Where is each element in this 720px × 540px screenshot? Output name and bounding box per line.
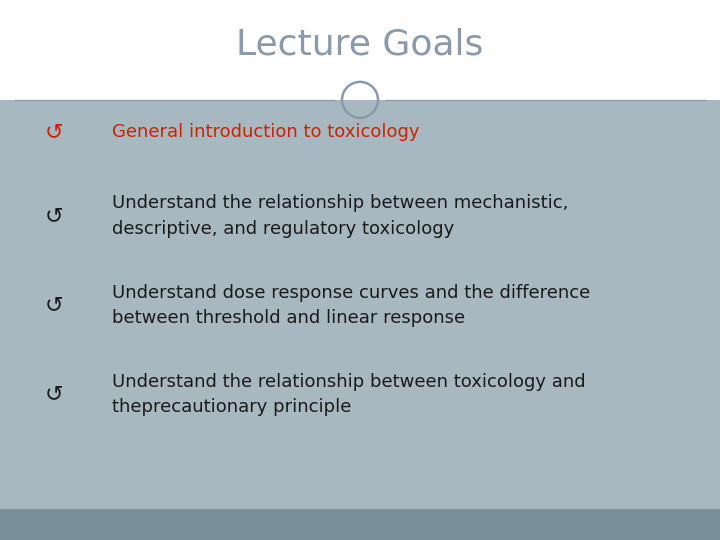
Bar [0,100,720,509]
Text: General introduction to toxicology: General introduction to toxicology [112,123,419,141]
Text: ↺: ↺ [45,206,63,226]
Text: Understand dose response curves and the difference
between threshold and linear : Understand dose response curves and the … [112,284,590,327]
Text: Understand the relationship between toxicology and
theprecautionary principle: Understand the relationship between toxi… [112,373,585,416]
Text: Lecture Goals: Lecture Goals [236,28,484,62]
Bar [0,509,720,540]
Text: ↺: ↺ [45,122,63,143]
Text: Understand the relationship between mechanistic,
descriptive, and regulatory tox: Understand the relationship between mech… [112,194,568,238]
Text: ↺: ↺ [45,295,63,315]
Bar [0,0,720,100]
Text: ↺: ↺ [45,384,63,404]
